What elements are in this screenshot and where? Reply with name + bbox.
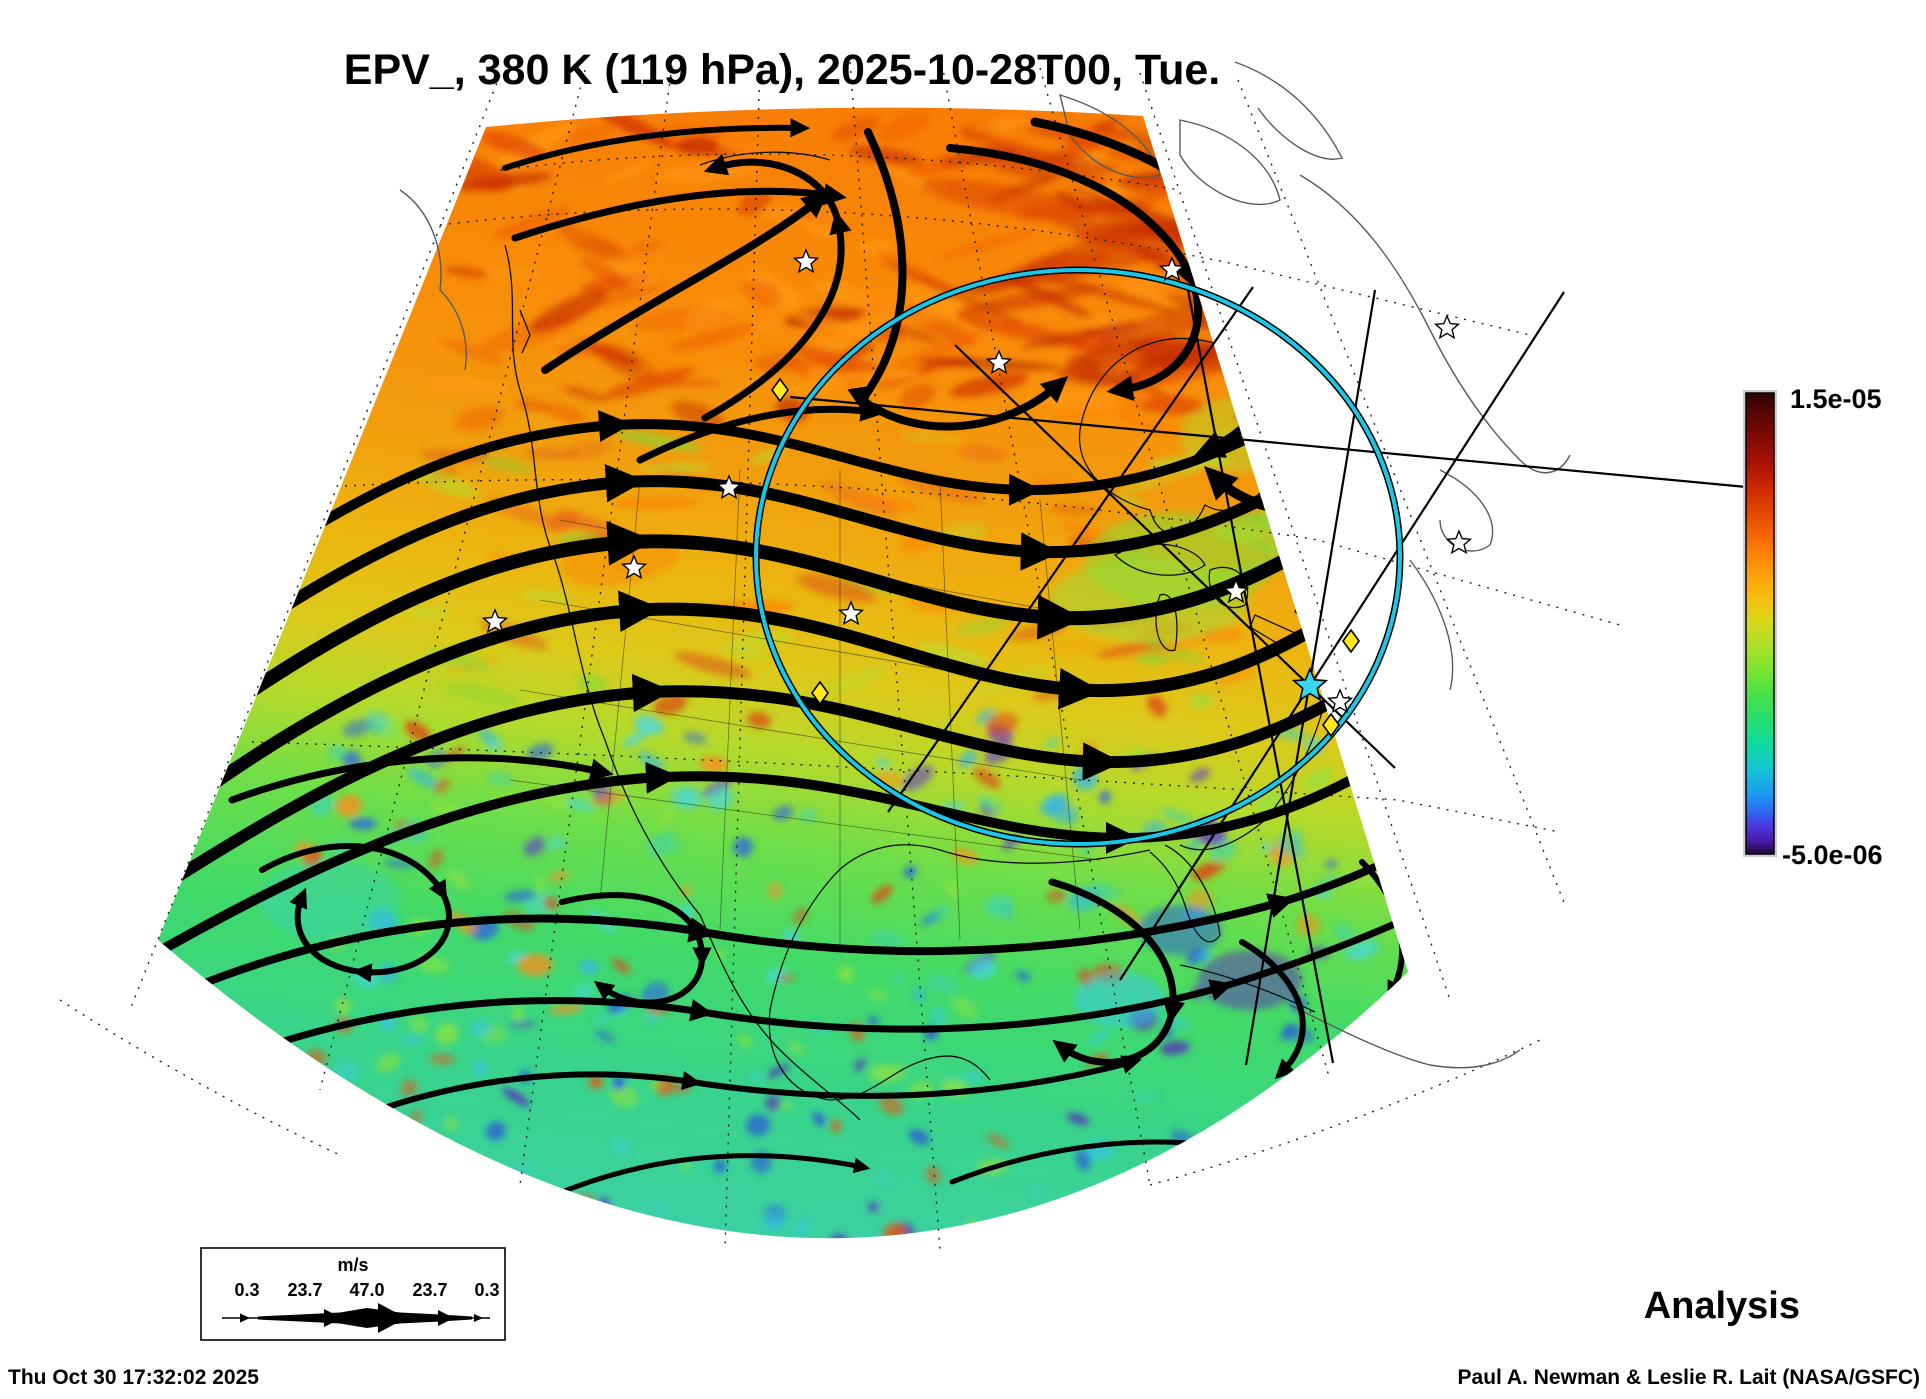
legend-value-2: 47.0: [349, 1280, 384, 1300]
site-diamond-marker: [771, 377, 789, 403]
site-diamond-marker: [811, 680, 829, 706]
coastlines-outside-map: [399, 61, 1571, 1069]
analysis-label: Analysis: [1644, 1285, 1800, 1327]
station-star-marker: [481, 608, 509, 634]
bearing-line: [1186, 289, 1335, 1064]
credit: Paul A. Newman & Leslie R. Lait (NASA/GS…: [1458, 1366, 1920, 1389]
range-circle: [752, 266, 1404, 848]
station-star-marker: [1222, 578, 1250, 604]
colorbar-min-label: -5.0e-06: [1782, 840, 1883, 870]
station-star-marker: [985, 349, 1013, 375]
station-star-marker: [1433, 314, 1461, 340]
site-markers: [481, 248, 1473, 738]
colorbar-gradient: [1745, 392, 1775, 855]
legend-value-3: 23.7: [412, 1280, 447, 1300]
station-star-marker: [715, 474, 743, 500]
legend-streamline-glyph: [222, 1303, 490, 1333]
site-diamond-marker: [1322, 712, 1340, 738]
station-star-marker: [792, 248, 820, 274]
bearing-line: [954, 344, 1396, 769]
bearing-line: [887, 286, 1254, 813]
observer-site-star: [1291, 666, 1329, 702]
station-star-marker: [1326, 688, 1354, 714]
legend-value-1: 23.7: [287, 1280, 322, 1300]
station-star-marker: [837, 600, 865, 626]
colorbar-max-label: 1.5e-05: [1790, 384, 1882, 414]
bearing-line: [789, 395, 1758, 490]
timestamp: Thu Oct 30 17:32:02 2025: [8, 1366, 259, 1389]
range-circle-ellipse: [754, 268, 1402, 846]
station-star-marker: [620, 554, 648, 580]
legend-value-0: 0.3: [234, 1280, 259, 1300]
legend-units-label: m/s: [337, 1255, 368, 1275]
wind-speed-legend: m/s 0.3 23.7 47.0 23.7 0.3: [200, 1247, 506, 1341]
station-star-marker: [1445, 529, 1473, 555]
plot-title: EPV_, 380 K (119 hPa), 2025-10-28T00, Tu…: [344, 46, 1220, 94]
bearing-line: [1119, 291, 1565, 981]
site-diamond-marker: [1342, 628, 1360, 654]
legend-value-4: 0.3: [474, 1280, 499, 1300]
colorbar: 1.5e-05 -5.0e-06: [1743, 384, 1883, 870]
station-star-marker: [1158, 256, 1186, 282]
